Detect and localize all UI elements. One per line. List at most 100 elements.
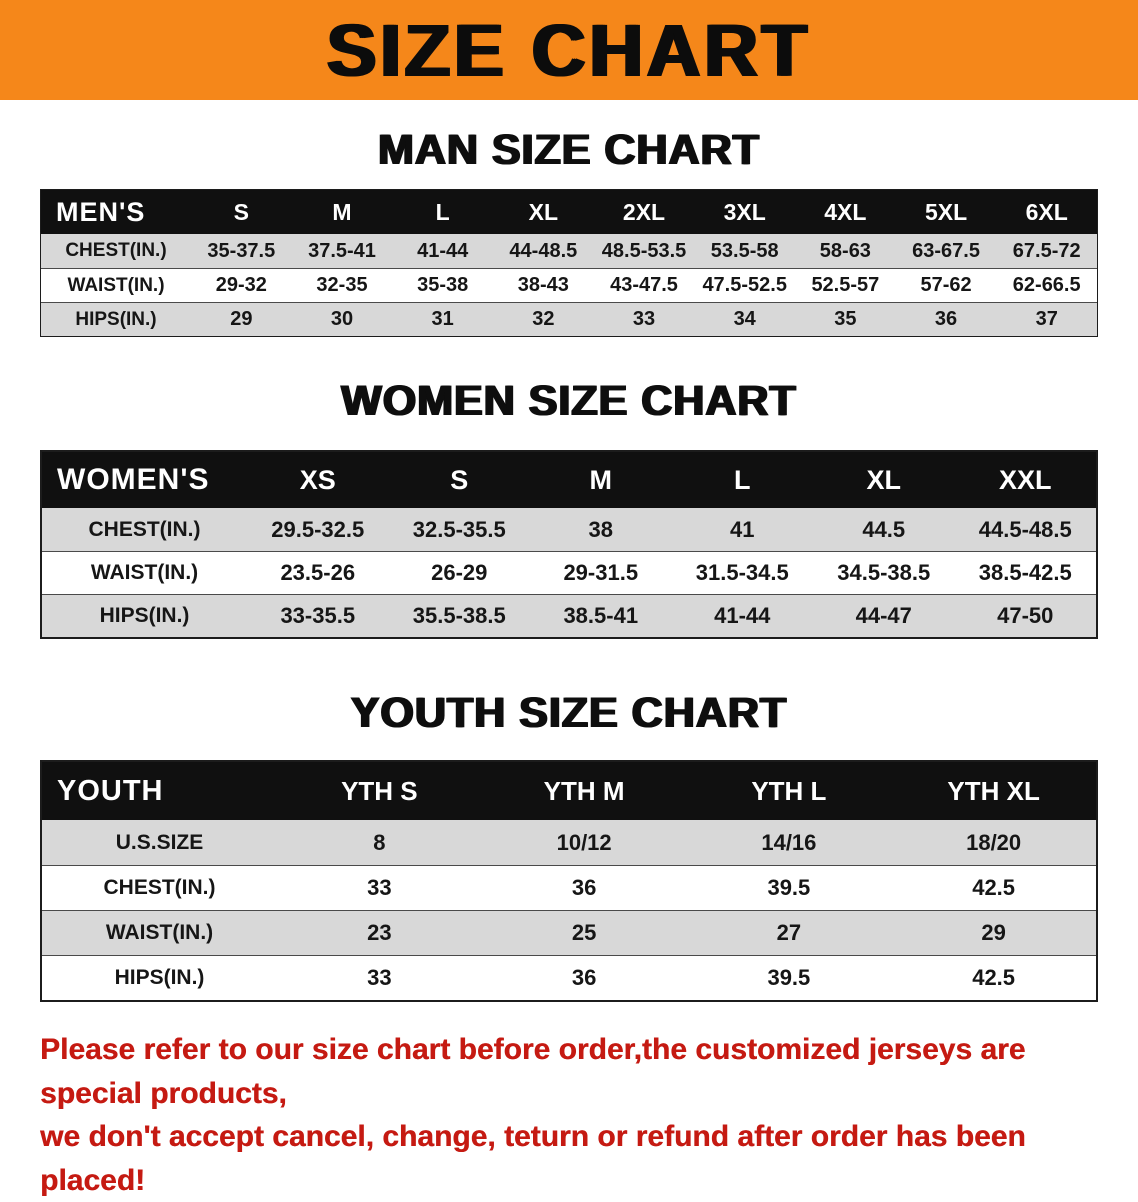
row-label-cell: CHEST(IN.) xyxy=(65,240,167,261)
measurement-value-cell: 44-47 xyxy=(855,603,912,628)
footer-note: Please refer to our size chart before or… xyxy=(40,1028,1098,1202)
measurement-value-cell: 25 xyxy=(571,920,597,945)
measurement-value-cell: 37.5-41 xyxy=(308,239,376,262)
size-header-cell: M xyxy=(589,464,613,495)
youth-section-heading: YOUTH SIZE CHART xyxy=(350,689,788,737)
measurement-value-cell: 39.5 xyxy=(767,965,811,990)
measurement-value-cell: 14/16 xyxy=(761,829,817,855)
table-title-cell: YOUTH xyxy=(57,774,164,807)
measurement-row: WAIST(IN.) 23.5-26 26-29 29-31.5 31.5-34.5 34… xyxy=(42,551,1096,594)
table-title-cell: WOMEN'S xyxy=(57,463,210,496)
size-header-cell: XL xyxy=(528,198,559,225)
row-label-cell: WAIST(IN.) xyxy=(90,561,199,584)
table-header-row: MEN'S S M L XL 2XL 3XL 4XL 5XL 6XL xyxy=(41,190,1097,234)
size-header-cell: YTH L xyxy=(751,775,827,806)
measurement-value-cell: 48.5-53.5 xyxy=(601,239,687,262)
row-label-cell: WAIST(IN.) xyxy=(105,921,214,944)
women-size-table: WOMEN'S XS S M L XL XXL CHEST(IN.) 29.5-32.5 32.5… xyxy=(40,450,1098,639)
measurement-value-cell: 29.5-32.5 xyxy=(271,516,365,542)
measurement-value-cell: 38-43 xyxy=(517,274,569,296)
measurement-value-cell: 53.5-58 xyxy=(710,239,779,262)
size-header-cell: XS xyxy=(299,464,336,495)
measurement-value-cell: 32.5-35.5 xyxy=(412,516,506,542)
size-header-cell: L xyxy=(435,198,450,225)
measurement-value-cell: 44-48.5 xyxy=(509,239,578,262)
table-header-row: WOMEN'S XS S M L XL XXL xyxy=(42,452,1096,508)
size-header-cell: M xyxy=(332,198,352,225)
measurement-value-cell: 33 xyxy=(367,965,392,990)
measurement-value-cell: 29-32 xyxy=(215,274,267,296)
measurement-value-cell: 47.5-52.5 xyxy=(702,274,787,296)
measurement-value-cell: 29 xyxy=(981,920,1006,945)
measurement-value-cell: 36 xyxy=(571,875,597,900)
measurement-row: CHEST(IN.) 35-37.5 37.5-41 41-44 44-48.5 48.5… xyxy=(41,234,1097,268)
size-header-cell: YTH XL xyxy=(947,775,1040,806)
measurement-value-cell: 31.5-34.5 xyxy=(695,560,789,585)
measurement-value-cell: 26-29 xyxy=(431,560,488,585)
measurement-value-cell: 32-35 xyxy=(316,274,368,296)
row-label-cell: WAIST(IN.) xyxy=(67,274,165,296)
measurement-value-cell: 44.5-48.5 xyxy=(978,516,1072,542)
measurement-value-cell: 36 xyxy=(571,965,597,990)
row-label-cell: HIPS(IN.) xyxy=(99,604,190,627)
row-label-cell: HIPS(IN.) xyxy=(114,966,205,989)
measurement-value-cell: 57-62 xyxy=(920,274,972,296)
youth-section: YOUTH SIZE CHART YOUTH YTH S YTH M YTH L YTH… xyxy=(0,689,1138,1002)
page-title: SIZE CHART xyxy=(327,8,811,92)
measurement-value-cell: 38.5-41 xyxy=(563,603,639,628)
measurement-value-cell: 27 xyxy=(776,920,802,945)
measurement-row: CHEST(IN.) 29.5-32.5 32.5-35.5 38 41 44.5 44.5… xyxy=(42,508,1096,551)
measurement-value-cell: 44.5 xyxy=(862,516,906,542)
measurement-value-cell: 41-44 xyxy=(417,239,469,262)
measurement-value-cell: 33 xyxy=(632,308,656,330)
women-section-heading: WOMEN SIZE CHART xyxy=(341,377,797,425)
row-label-cell: CHEST(IN.) xyxy=(103,876,216,899)
measurement-value-cell: 18/20 xyxy=(966,829,1022,855)
size-header-cell: XL xyxy=(866,464,901,495)
size-header-cell: L xyxy=(734,464,751,495)
measurement-row: WAIST(IN.) 29-32 32-35 35-38 38-43 43-47.5 47.… xyxy=(41,268,1097,302)
footer-note-line-2: we don't accept cancel, change, teturn o… xyxy=(40,1120,1026,1197)
measurement-value-cell: 41 xyxy=(730,516,755,542)
measurement-value-cell: 52.5-57 xyxy=(811,274,880,296)
measurement-row: HIPS(IN.) 33 36 39.5 42.5 xyxy=(42,955,1096,1000)
measurement-row: CHEST(IN.) 33 36 39.5 42.5 xyxy=(42,865,1096,910)
measurement-value-cell: 47-50 xyxy=(997,603,1054,628)
measurement-value-cell: 31 xyxy=(431,308,454,330)
measurement-value-cell: 35-37.5 xyxy=(207,239,276,262)
measurement-value-cell: 38.5-42.5 xyxy=(978,560,1072,585)
measurement-value-cell: 33 xyxy=(367,875,392,900)
size-header-cell: 2XL xyxy=(622,198,666,225)
size-header-cell: YTH M xyxy=(543,775,625,806)
measurement-value-cell: 23 xyxy=(367,920,392,945)
row-label-cell: U.S.SIZE xyxy=(115,830,204,854)
measurement-value-cell: 67.5-72 xyxy=(1012,239,1081,262)
table-title-cell: MEN'S xyxy=(56,196,146,227)
measurement-value-cell: 34.5-38.5 xyxy=(837,560,931,585)
measurement-row: U.S.SIZE 8 10/12 14/16 18/20 xyxy=(42,820,1096,865)
size-header-cell: YTH S xyxy=(341,775,418,806)
measurement-value-cell: 10/12 xyxy=(556,829,612,855)
measurement-value-cell: 36 xyxy=(934,308,958,330)
women-section: WOMEN SIZE CHART WOMEN'S XS S M L XL XXL CHEST(… xyxy=(0,377,1138,639)
measurement-value-cell: 37 xyxy=(1035,308,1058,330)
men-section-heading: MAN SIZE CHART xyxy=(378,126,760,174)
measurement-row: WAIST(IN.) 23 25 27 29 xyxy=(42,910,1096,955)
men-section: MAN SIZE CHART MEN'S S M L XL 2XL 3XL 4XL 5XL 6XL… xyxy=(0,126,1138,337)
measurement-value-cell: 29-31.5 xyxy=(563,560,639,585)
measurement-value-cell: 58-63 xyxy=(819,239,871,262)
banner: SIZE CHART xyxy=(0,0,1138,100)
measurement-value-cell: 42.5 xyxy=(972,965,1016,990)
measurement-value-cell: 30 xyxy=(330,308,354,330)
size-header-cell: 4XL xyxy=(824,198,867,225)
measurement-row: HIPS(IN.) 33-35.5 35.5-38.5 38.5-41 41-44 44-… xyxy=(42,594,1096,637)
size-header-cell: 5XL xyxy=(924,198,968,225)
measurement-value-cell: 38 xyxy=(588,516,613,542)
measurement-row: HIPS(IN.) 29 30 31 32 33 34 35 36 37 xyxy=(41,302,1097,336)
measurement-value-cell: 63-67.5 xyxy=(912,239,980,262)
measurement-value-cell: 34 xyxy=(733,308,756,330)
measurement-value-cell: 43-47.5 xyxy=(610,274,678,296)
row-label-cell: CHEST(IN.) xyxy=(88,517,201,541)
measurement-value-cell: 8 xyxy=(373,829,386,855)
